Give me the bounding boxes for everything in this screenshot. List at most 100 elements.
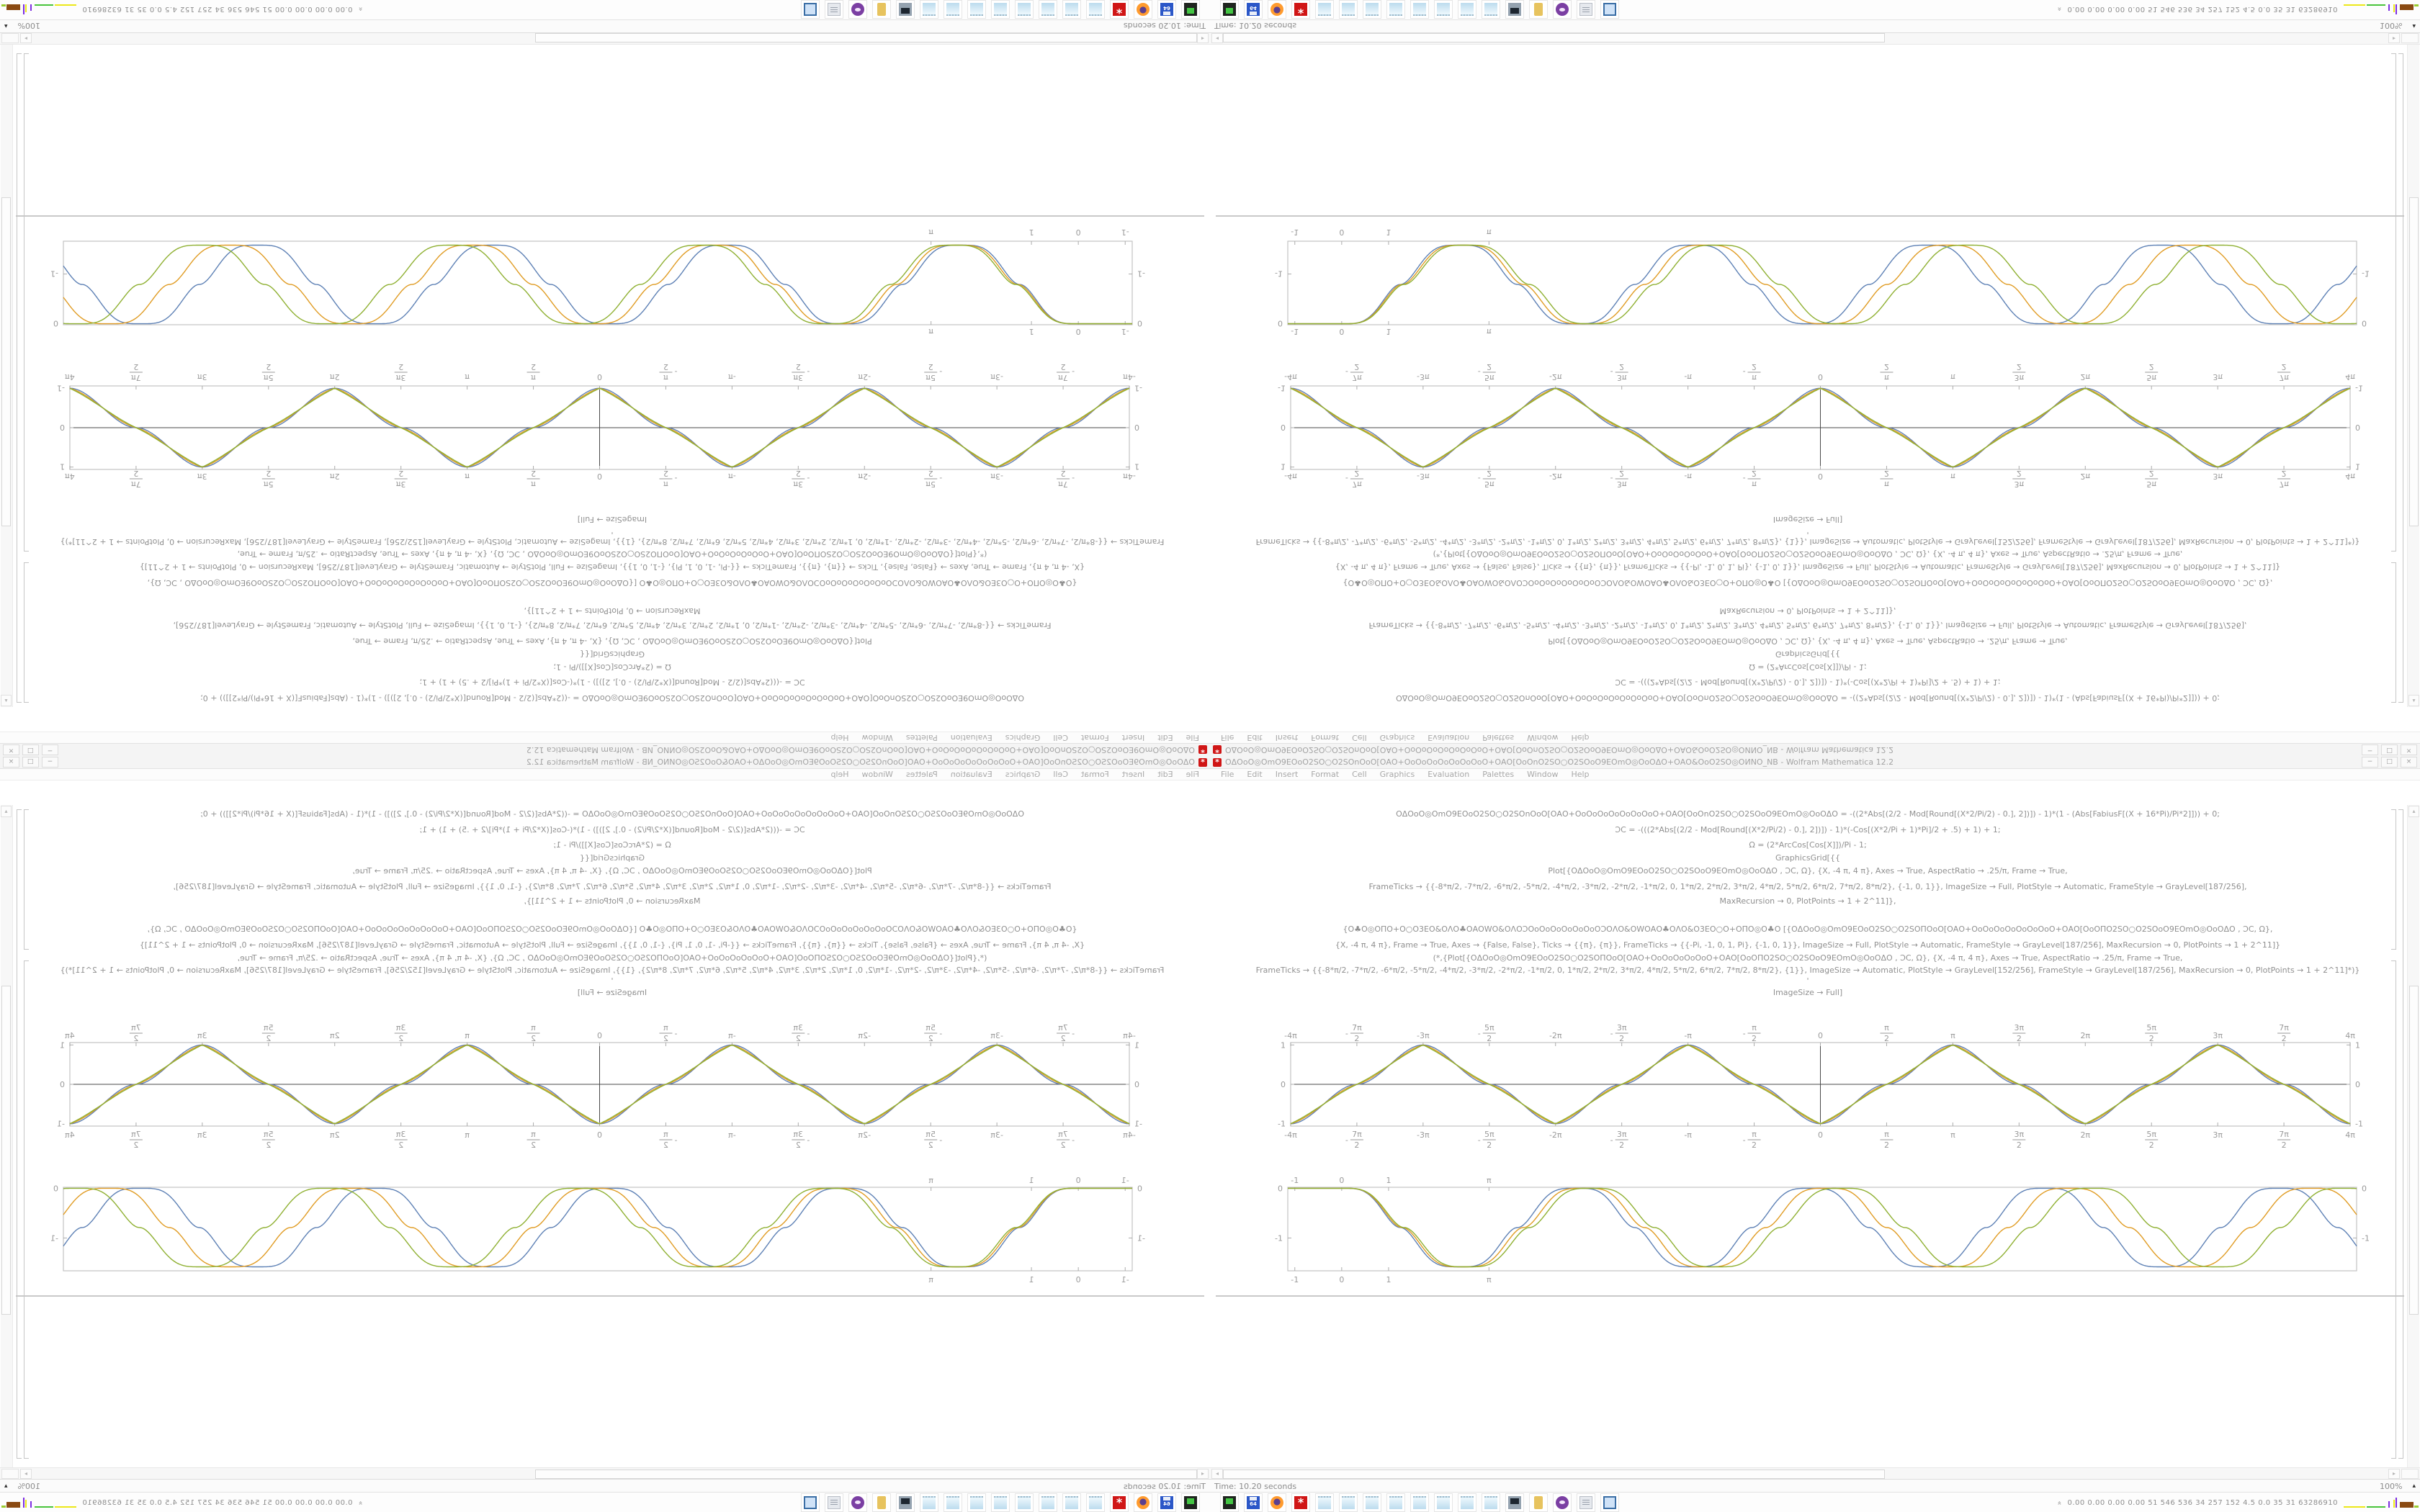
horizontal-scroll-thumb[interactable] (535, 33, 1197, 42)
code-line[interactable]: GraphicsGrid[{{ (1775, 649, 1840, 659)
taskbar-projector-button[interactable] (1505, 1493, 1524, 1512)
close-button[interactable]: × (3, 757, 19, 768)
menu-evaluation[interactable]: Evaluation (950, 733, 992, 742)
taskbar-projector-button[interactable] (896, 0, 915, 19)
magnification-dropdown-icon[interactable]: ▴ (4, 1482, 8, 1490)
code-line[interactable]: ƆC = -(((2*Abs[(2/2 - Mod[Round[(X*2/Pi/… (1615, 678, 2001, 687)
magnification-value[interactable]: 100% (17, 1481, 40, 1491)
horizontal-scroll-thumb[interactable] (1223, 33, 1885, 42)
menu-insert[interactable]: Insert (1121, 770, 1145, 779)
code-line[interactable]: FrameTicks → {{-8*π/2, -7*π/2, -6*π/2, -… (173, 882, 1052, 891)
taskbar-console-button[interactable] (1220, 0, 1239, 19)
menu-file[interactable]: File (1186, 770, 1199, 779)
menu-window[interactable]: Window (1527, 733, 1559, 742)
scroll-left-icon[interactable]: ◂ (1211, 1469, 1223, 1479)
scroll-left-icon[interactable]: ◂ (1197, 1469, 1209, 1479)
menu-cell[interactable]: Cell (1053, 770, 1068, 779)
taskbar-firefox-button[interactable] (1134, 0, 1152, 19)
taskbar-notepad-button[interactable] (1363, 0, 1381, 19)
taskbar-purple-app-button[interactable] (1553, 0, 1572, 19)
menu-edit[interactable]: Edit (1247, 733, 1263, 742)
code-line[interactable]: FrameTicks → {{-8*π/2, -7*π/2, -6*π/2, -… (1255, 537, 2360, 546)
code-line[interactable]: {X, -4 π, 4 π}, Frame → True, Axes → {Fa… (1335, 940, 2281, 950)
minimize-button[interactable]: − (2362, 744, 2378, 755)
menu-help[interactable]: Help (830, 733, 849, 742)
taskbar-folder-button[interactable] (1529, 1493, 1548, 1512)
code-line[interactable]: MaxRecursion → 0, PlotPoints → 1 + 2^11]… (1719, 896, 1896, 906)
minimize-button[interactable]: − (42, 757, 58, 768)
menu-palettes[interactable]: Palettes (905, 770, 938, 779)
taskbar-firefox-button[interactable] (1268, 1493, 1286, 1512)
scroll-up-icon[interactable]: ▴ (1, 695, 12, 706)
menu-graphics[interactable]: Graphics (1005, 770, 1041, 779)
cell-bracket-input[interactable] (24, 562, 29, 703)
menu-palettes[interactable]: Palettes (1482, 733, 1515, 742)
taskbar-notepad-button[interactable] (1086, 0, 1105, 19)
code-line[interactable]: FrameTicks → {{-8*π/2, -7*π/2, -6*π/2, -… (1368, 621, 2247, 630)
harmonic-plot-lower[interactable]: -1 -1 0 0 1 1 π π 0 0 -1 -1 (50, 1173, 1145, 1288)
close-button[interactable]: × (3, 744, 19, 755)
taskbar-notepad-button[interactable] (944, 1493, 962, 1512)
restore-button[interactable]: □ (2381, 757, 2398, 768)
magnification-value[interactable]: 100% (17, 21, 40, 31)
code-line[interactable]: GraphicsGrid[{{ (580, 649, 645, 659)
taskbar-scroll-button[interactable] (1577, 1493, 1595, 1512)
taskbar-notepad-button[interactable] (1410, 1493, 1429, 1512)
taskbar-notepad-button[interactable] (1315, 1493, 1334, 1512)
code-line[interactable]: FrameTicks → {{-8*π/2, -7*π/2, -6*π/2, -… (1368, 882, 2247, 891)
menu-evaluation[interactable]: Evaluation (1428, 733, 1470, 742)
taskbar-notepad-button[interactable] (920, 1493, 938, 1512)
code-line[interactable]: MaxRecursion → 0, PlotPoints → 1 + 2^11]… (524, 896, 701, 906)
magnification-dropdown-icon[interactable]: ▴ (2412, 22, 2416, 30)
close-button[interactable]: × (2401, 757, 2417, 768)
vertical-scroll-thumb[interactable] (1, 197, 11, 526)
cell-bracket-output[interactable] (2391, 53, 2396, 552)
code-line[interactable]: ΟΔΟοΟ◎ΟmΟ9ΕΟοΟ2SΟ○Ο2SΟnΟοΟ[ΟΑΟ+ΟοΟοΟοΟοΟ… (1396, 693, 2220, 703)
menu-format[interactable]: Format (1311, 733, 1340, 742)
menu-graphics[interactable]: Graphics (1379, 770, 1415, 779)
harmonic-plot-lower[interactable]: -1 -1 0 0 1 1 π π 0 0 -1 -1 (50, 224, 1145, 339)
harmonic-plot-upper[interactable]: -4π-4π7π2-7π2--3π-3π5π2-5π2--2π-2π3π2-3π… (1275, 1011, 2370, 1187)
code-line[interactable]: ƆC = -(((2*Abs[(2/2 - Mod[Round[(X*2/Pi/… (1615, 825, 2001, 834)
code-line[interactable]: {X, -4 π, 4 π}, Frame → True, Axes → {Fa… (139, 562, 1085, 572)
taskbar-folder-button[interactable] (872, 1493, 891, 1512)
code-line[interactable]: FrameTicks → {{-8*π/2, -7*π/2, -6*π/2, -… (173, 621, 1052, 630)
restore-button[interactable]: □ (2381, 744, 2398, 755)
taskbar-projector-button[interactable] (1505, 0, 1524, 19)
taskbar-mathematica-button[interactable]: * (1110, 0, 1129, 19)
taskbar-console-button[interactable] (1181, 0, 1200, 19)
taskbar-notepad-button[interactable] (1482, 1493, 1500, 1512)
code-line[interactable]: ' (611, 976, 614, 986)
code-line[interactable]: ' (1806, 976, 1809, 986)
cell-bracket-group[interactable] (2398, 53, 2403, 703)
taskbar-scroll-button[interactable] (825, 0, 843, 19)
code-line[interactable]: ImageSize → Full] (1773, 988, 1843, 997)
horizontal-scroll-thumb[interactable] (1223, 1470, 1885, 1479)
taskbar-notepad-button[interactable] (1086, 1493, 1105, 1512)
taskbar-notepad-button[interactable] (967, 0, 986, 19)
code-line[interactable]: ΟΔΟοΟ◎ΟmΟ9ΕΟοΟ2SΟ○Ο2SΟnΟοΟ[ΟΑΟ+ΟοΟοΟοΟοΟ… (1396, 809, 2220, 819)
code-line[interactable]: ' (611, 526, 614, 536)
notebook-content[interactable]: ΟΔΟοΟ◎ΟmΟ9ΕΟοΟ2SΟ○Ο2SΟnΟοΟ[ΟΑΟ+ΟοΟοΟοΟοΟ… (0, 780, 1210, 1467)
code-line[interactable]: ImageSize → Full] (1773, 515, 1843, 524)
taskbar-notepad-button[interactable] (1410, 0, 1429, 19)
scroll-left-icon[interactable]: ◂ (1197, 33, 1209, 43)
tray-expand-icon[interactable]: « (357, 6, 365, 12)
taskbar-console-button[interactable] (1220, 1493, 1239, 1512)
taskbar-notepad-button[interactable] (1386, 0, 1405, 19)
taskbar-bluewindow-button[interactable] (801, 0, 820, 19)
menu-help[interactable]: Help (1571, 770, 1590, 779)
magnification-dropdown-icon[interactable]: ▴ (2412, 1482, 2416, 1490)
taskbar-bluewindow-button[interactable] (1600, 1493, 1619, 1512)
code-line[interactable]: {Ο♣Ο◎ΟΠΟ+Ο○Ο3ΕΟ&ΟΛΟ♣ΟΑΟWΟ&ΟΛΟƆΟοΟοΟοΟοΟο… (147, 578, 1077, 588)
code-line[interactable]: (*,{Plot[{ΟΔΟοΟ◎ΟmΟ9ΕΟοΟ2SΟ○Ο2SΟΠΟοΟ[ΟΑΟ… (1433, 549, 2183, 559)
code-line[interactable]: Plot[{ΟΔΟοΟ◎ΟmΟ9ΕΟοΟ2SΟ○Ο2SΟοΟ9ΕΟmΟ◎ΟοΟΔ… (352, 636, 872, 646)
harmonic-plot-upper[interactable]: -4π-4π7π2-7π2--3π-3π5π2-5π2--2π-2π3π2-3π… (1275, 325, 2370, 501)
code-line[interactable]: MaxRecursion → 0, PlotPoints → 1 + 2^11]… (524, 606, 701, 616)
taskbar-notepad-button[interactable] (1062, 1493, 1081, 1512)
scroll-left-icon[interactable]: ◂ (1211, 33, 1223, 43)
taskbar-bluewindow-button[interactable] (1600, 0, 1619, 19)
taskbar-purple-app-button[interactable] (1553, 1493, 1572, 1512)
menu-window[interactable]: Window (861, 733, 893, 742)
vertical-scrollbar[interactable]: ▴ ▾ (2407, 805, 2419, 1467)
